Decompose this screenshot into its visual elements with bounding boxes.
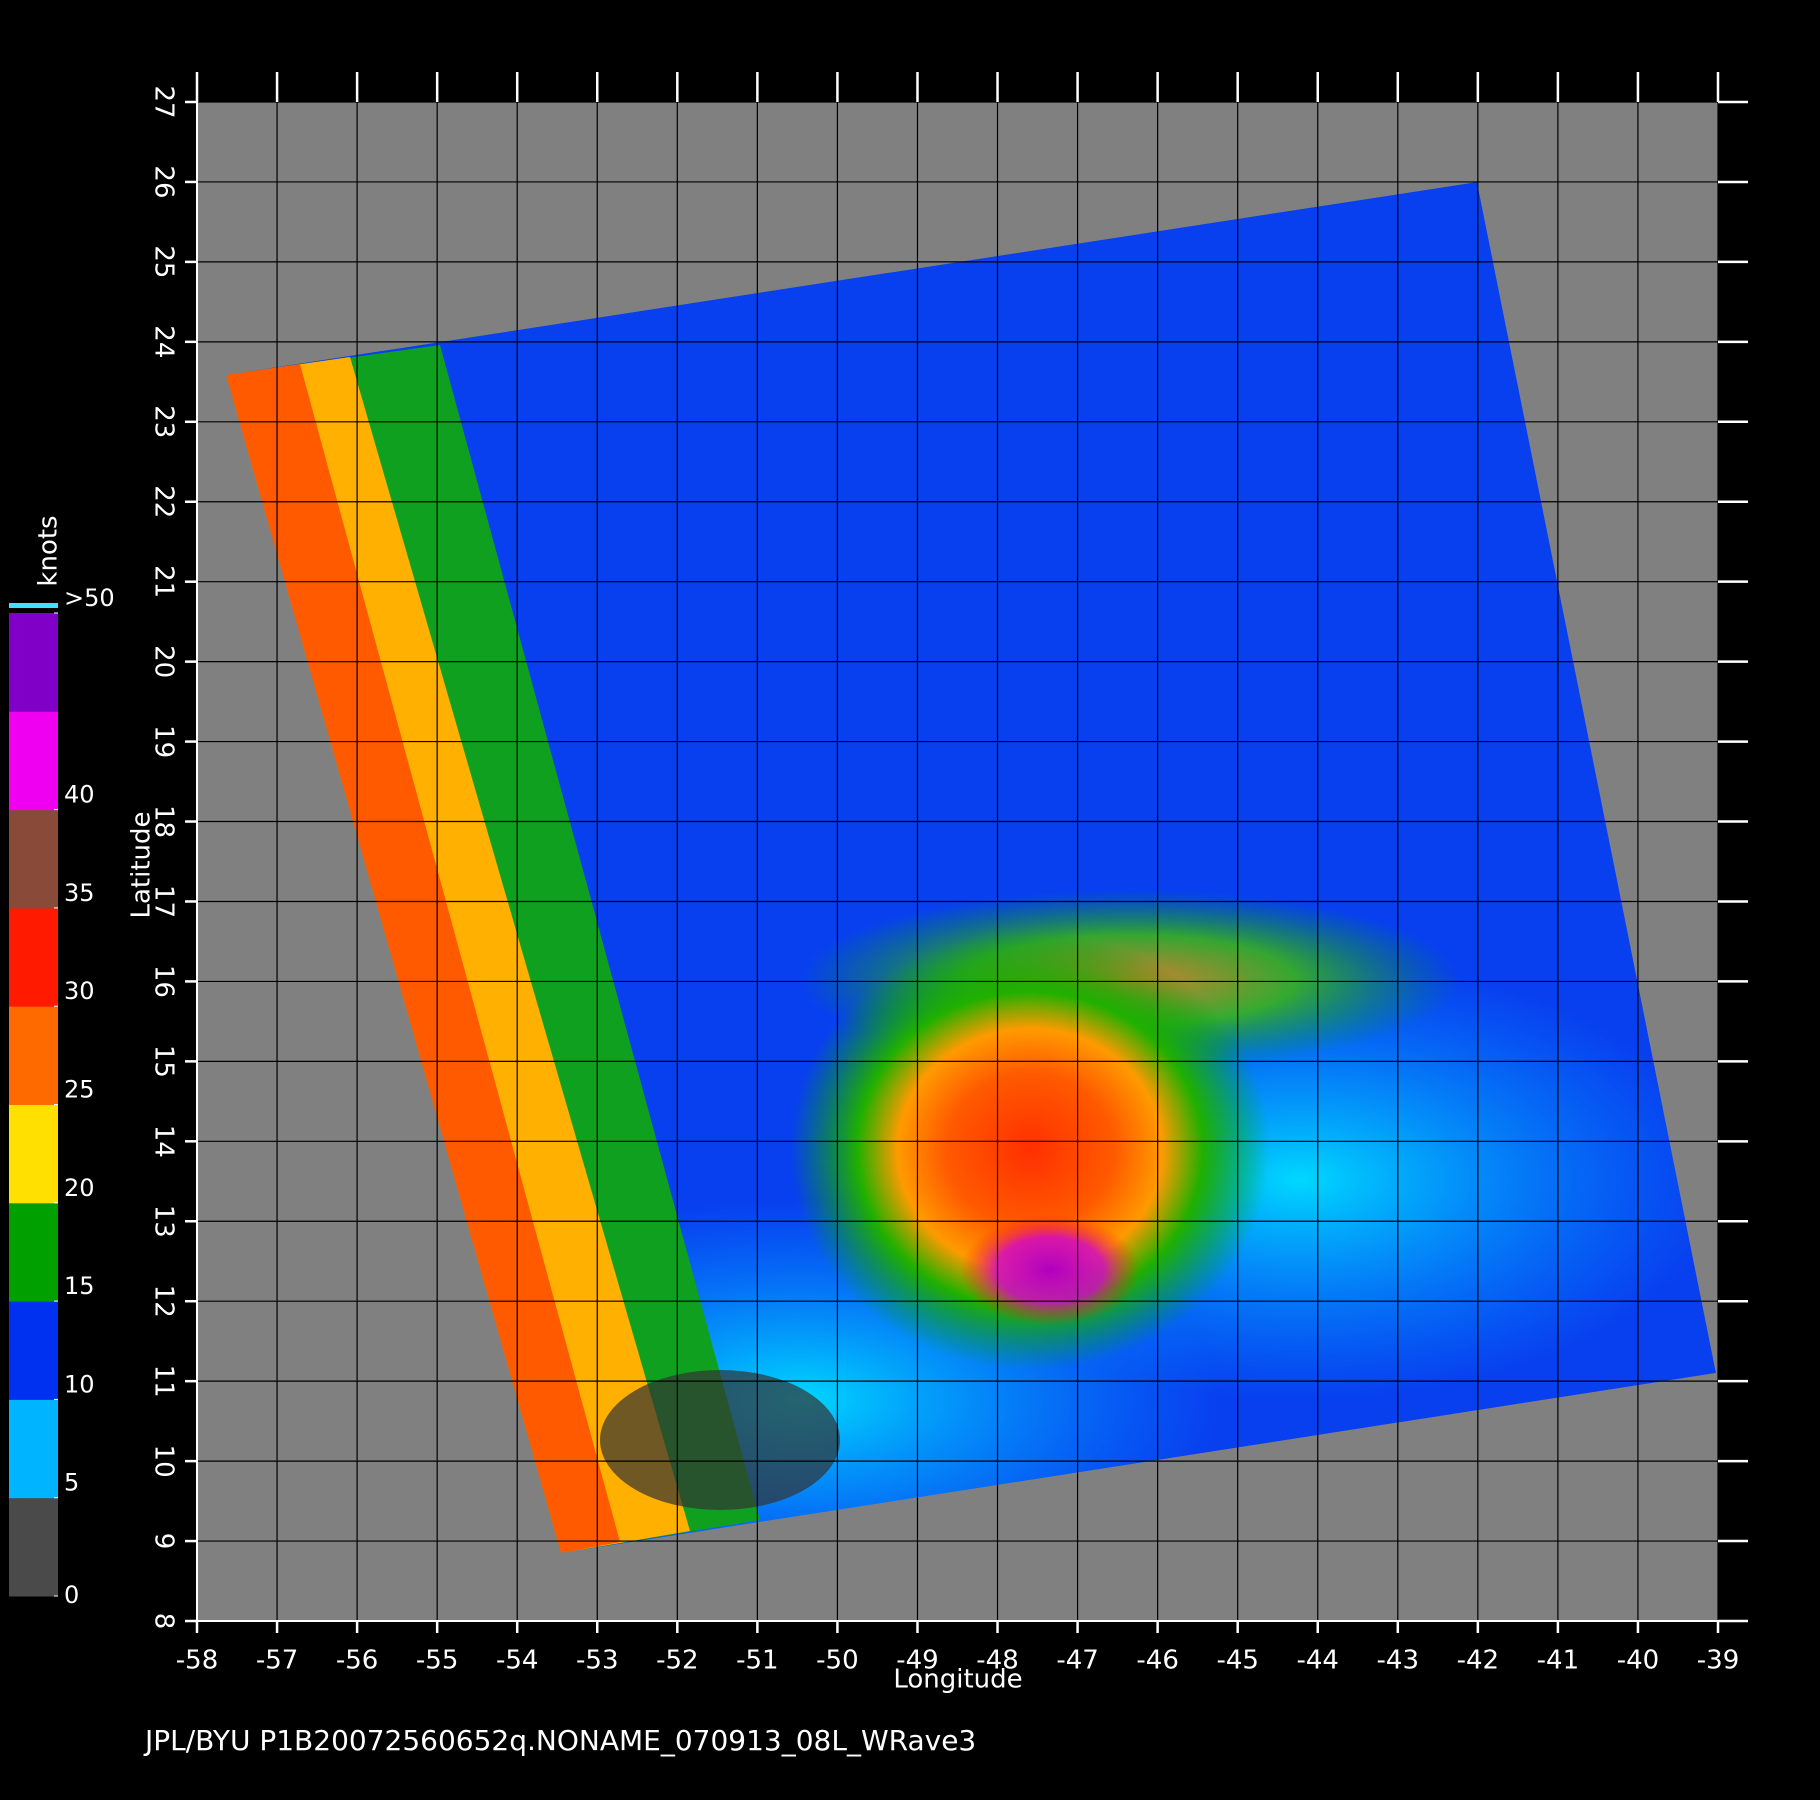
x-tick-label: -53 bbox=[576, 1646, 618, 1676]
x-tick-label: -52 bbox=[656, 1646, 698, 1676]
colorbar-segment bbox=[9, 809, 58, 909]
y-tick-label: 8 bbox=[149, 1613, 179, 1630]
x-tick-label: -42 bbox=[1457, 1646, 1499, 1676]
x-tick-label: -46 bbox=[1136, 1646, 1178, 1676]
y-tick-label: 27 bbox=[149, 85, 179, 118]
x-tick-label: -55 bbox=[416, 1646, 458, 1676]
colorbar-tick-label: 10 bbox=[64, 1370, 95, 1398]
y-tick-label: 9 bbox=[149, 1533, 179, 1550]
y-tick-label: 18 bbox=[149, 805, 179, 838]
x-tick-label: -56 bbox=[336, 1646, 378, 1676]
x-tick-label: -45 bbox=[1216, 1646, 1258, 1676]
y-tick-label: 21 bbox=[149, 565, 179, 598]
y-tick-label: 10 bbox=[149, 1445, 179, 1478]
colorbar-tick-label: 0 bbox=[64, 1581, 79, 1609]
y-tick-label: 25 bbox=[149, 245, 179, 278]
y-tick-label: 19 bbox=[149, 725, 179, 758]
colorbar-tick-label: 35 bbox=[64, 879, 95, 907]
colorbar-tick-label: 40 bbox=[64, 781, 95, 809]
x-tick-label: -47 bbox=[1056, 1646, 1098, 1676]
y-tick-label: 16 bbox=[149, 965, 179, 998]
colorbar-segment bbox=[9, 1497, 58, 1597]
axes: -58 -57 -56 -55 -54 -53 -52 -51 -50 -49 -48 -47 -46 -… bbox=[149, 72, 1748, 1676]
x-tick-label: -40 bbox=[1617, 1646, 1659, 1676]
colorbar-segment bbox=[9, 907, 58, 1007]
y-tick-label: 11 bbox=[149, 1365, 179, 1398]
colorbar-tick-label: 5 bbox=[64, 1469, 79, 1497]
colorbar-segment bbox=[9, 613, 58, 712]
colorbar-cap bbox=[9, 603, 58, 608]
colorbar-tick-label: 15 bbox=[64, 1272, 95, 1300]
colorbar-segment bbox=[9, 1104, 58, 1204]
colorbar: 0 5 10 15 20 25 30 35 40 >50 bbox=[9, 584, 115, 1609]
colorbar-segment bbox=[9, 711, 58, 811]
x-tick-label: -39 bbox=[1697, 1646, 1739, 1676]
y-tick-label: 17 bbox=[149, 885, 179, 918]
colorbar-label: knots bbox=[34, 515, 64, 586]
y-axis-label: Latitude bbox=[127, 811, 157, 918]
y-tick-label: 12 bbox=[149, 1285, 179, 1318]
colorbar-segment bbox=[9, 1006, 58, 1105]
grid bbox=[196, 101, 1719, 1622]
x-tick-label: -48 bbox=[976, 1646, 1018, 1676]
colorbar-tick-label: 20 bbox=[64, 1174, 95, 1202]
colorbar-tick-label: 30 bbox=[64, 977, 95, 1005]
x-tick-label: -57 bbox=[256, 1646, 298, 1676]
colorbar-segment bbox=[9, 1202, 58, 1302]
x-tick-label: -49 bbox=[896, 1646, 938, 1676]
y-tick-label: 26 bbox=[149, 165, 179, 198]
x-tick-label: -50 bbox=[816, 1646, 858, 1676]
y-tick-label: 20 bbox=[149, 645, 179, 678]
x-tick-label: -58 bbox=[176, 1646, 218, 1676]
y-tick-label: 13 bbox=[149, 1205, 179, 1238]
y-tick-label: 22 bbox=[149, 485, 179, 518]
y-tick-label: 23 bbox=[149, 405, 179, 438]
x-tick-label: -51 bbox=[736, 1646, 778, 1676]
colorbar-segment bbox=[9, 1301, 58, 1400]
map-imagery bbox=[197, 102, 1718, 1621]
x-tick-label: -54 bbox=[496, 1646, 538, 1676]
x-axis-label: Longitude bbox=[893, 1665, 1022, 1695]
x-tick-label: -44 bbox=[1297, 1646, 1339, 1676]
x-tick-label: -43 bbox=[1377, 1646, 1419, 1676]
colorbar-tick-label: 25 bbox=[64, 1076, 95, 1104]
footer: JPL/BYU P1B20072560652q.NONAME_070913_08… bbox=[143, 1724, 976, 1757]
colorbar-segment bbox=[9, 1399, 58, 1499]
y-tick-label: 24 bbox=[149, 325, 179, 358]
x-tick-label: -41 bbox=[1537, 1646, 1579, 1676]
y-tick-label: 15 bbox=[149, 1045, 179, 1078]
y-tick-label: 14 bbox=[149, 1125, 179, 1158]
colorbar-tick-label: >50 bbox=[64, 584, 115, 612]
